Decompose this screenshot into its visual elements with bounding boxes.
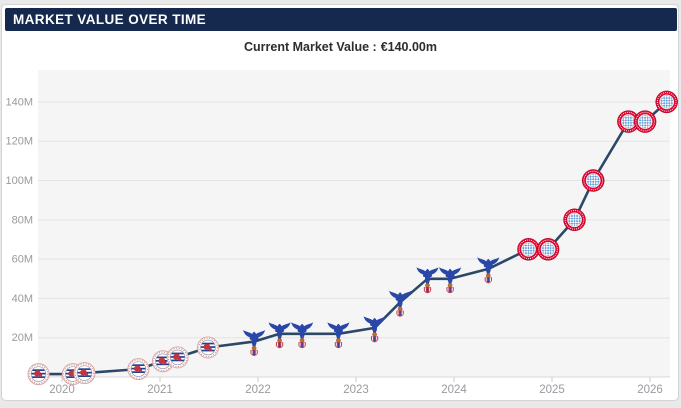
y-tick-label: 60M: [12, 254, 33, 266]
y-tick-label: 100M: [5, 175, 33, 187]
y-tick-label: 80M: [12, 214, 33, 226]
market-value-point-crystal-palace-crest-icon[interactable]: [243, 330, 266, 357]
market-value-point-crystal-palace-crest-icon[interactable]: [268, 322, 291, 349]
panel-title: MARKET VALUE OVER TIME: [13, 12, 207, 27]
current-market-value: Current Market Value : €140.00m: [0, 40, 681, 54]
x-tick-label: 2022: [245, 384, 271, 396]
market-value-point-reading-fc-crest-icon[interactable]: [197, 336, 219, 359]
market-value-point-bayern-munich-crest-icon[interactable]: [536, 238, 560, 261]
market-value-point-bayern-munich-crest-icon[interactable]: [655, 90, 678, 114]
market-value-point-crystal-palace-crest-icon[interactable]: [327, 322, 350, 349]
x-tick-label: 2021: [147, 384, 173, 396]
current-market-value-label: Current Market Value :: [244, 40, 377, 54]
market-value-point-crystal-palace-crest-icon[interactable]: [363, 316, 386, 343]
x-tick-label: 2024: [441, 384, 467, 396]
market-value-point-bayern-munich-crest-icon[interactable]: [633, 110, 657, 133]
market-value-point-bayern-munich-crest-icon[interactable]: [563, 208, 586, 232]
market-value-point-crystal-palace-crest-icon[interactable]: [291, 322, 314, 349]
market-value-point-reading-fc-crest-icon[interactable]: [127, 358, 150, 381]
x-tick-label: 2026: [637, 384, 663, 396]
y-tick-label: 20M: [12, 332, 33, 344]
market-value-point-reading-fc-crest-icon[interactable]: [73, 362, 96, 385]
market-value-point-bayern-munich-crest-icon[interactable]: [581, 169, 605, 192]
current-market-value-amount: €140.00m: [380, 40, 437, 54]
market-value-point-crystal-palace-crest-icon[interactable]: [389, 290, 412, 317]
market-value-point-reading-fc-crest-icon[interactable]: [27, 363, 50, 386]
market-value-point-crystal-palace-crest-icon[interactable]: [416, 267, 439, 294]
y-tick-label: 40M: [12, 293, 33, 305]
panel-header: MARKET VALUE OVER TIME: [5, 8, 677, 31]
y-tick-label: 140M: [5, 96, 33, 108]
x-tick-label: 2023: [343, 384, 369, 396]
market-value-point-crystal-palace-crest-icon[interactable]: [477, 257, 500, 284]
y-tick-label: 120M: [5, 136, 33, 148]
market-value-point-crystal-palace-crest-icon[interactable]: [439, 267, 462, 294]
market-value-point-bayern-munich-crest-icon[interactable]: [517, 238, 540, 261]
x-tick-label: 2025: [539, 384, 565, 396]
market-value-point-reading-fc-crest-icon[interactable]: [166, 346, 189, 369]
x-tick-label: 2020: [49, 384, 75, 396]
